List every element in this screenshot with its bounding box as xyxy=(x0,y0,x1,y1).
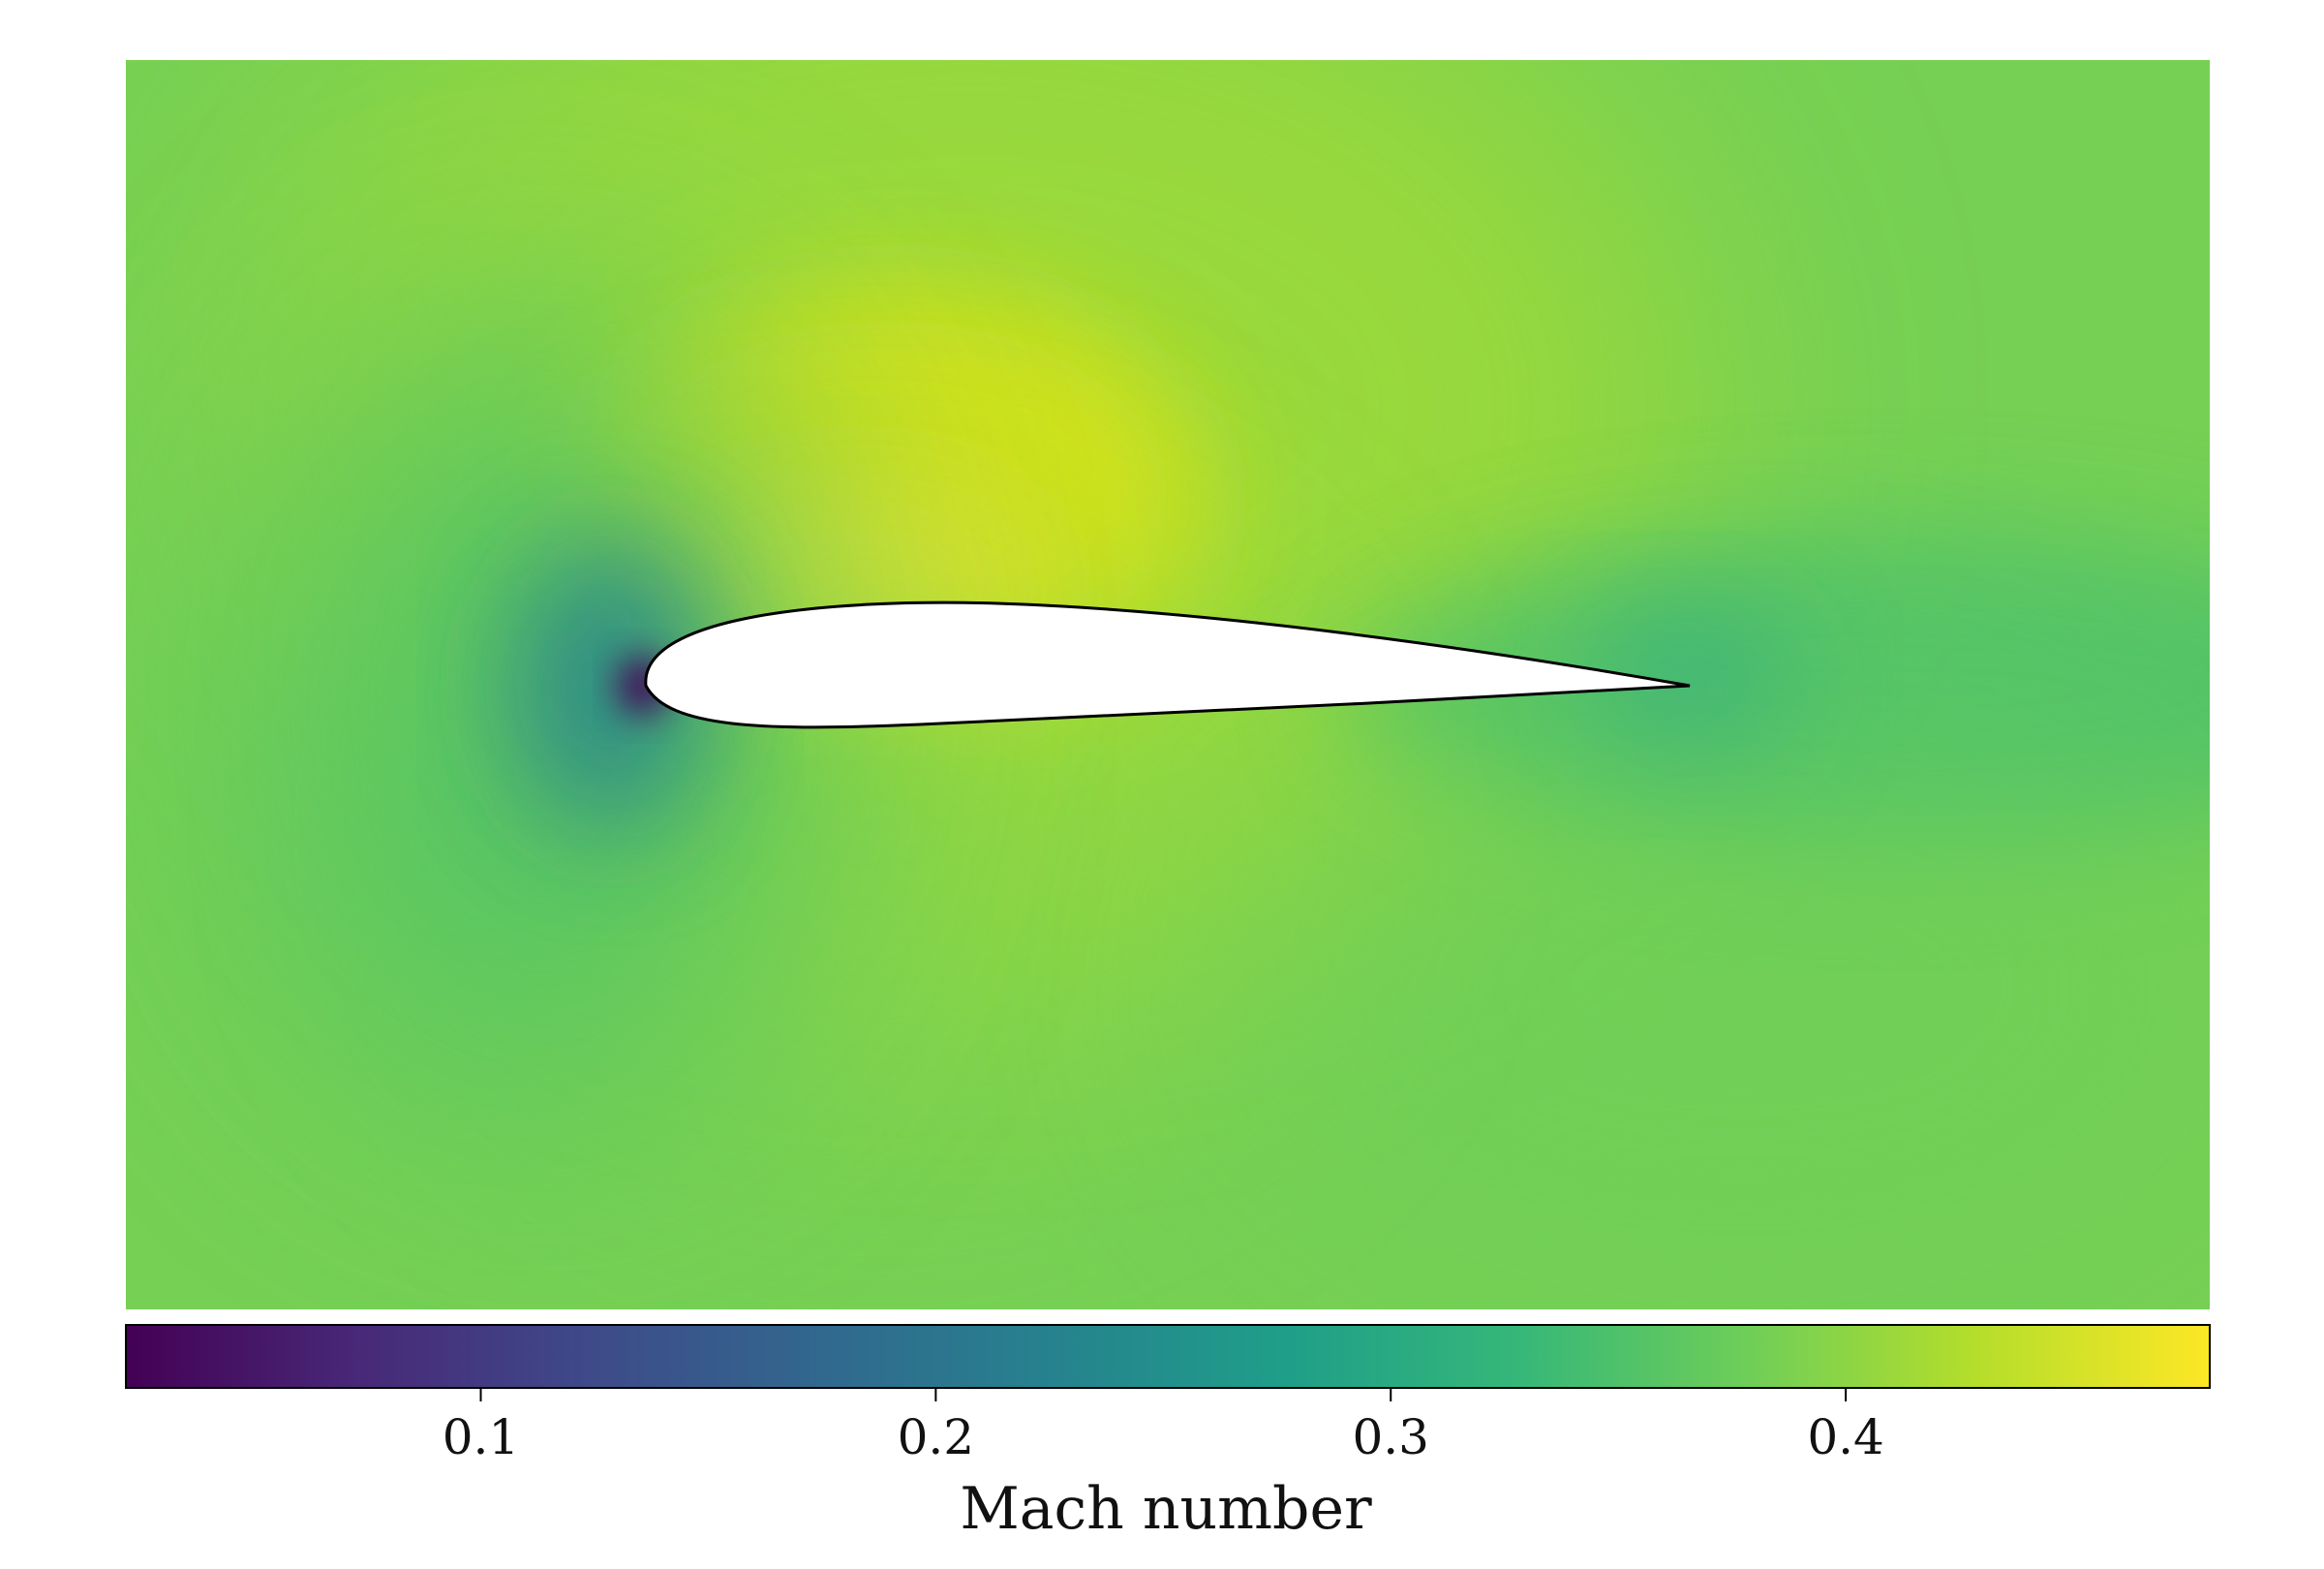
colorbar-tick-label: 0.1 xyxy=(443,1409,520,1465)
airfoil-shape xyxy=(644,600,1691,729)
colorbar-ticks: 0.1 0.2 0.3 0.4 xyxy=(443,1388,1884,1465)
colorbar-gradient xyxy=(125,1324,2211,1389)
colorbar-tick-label: 0.3 xyxy=(1352,1409,1429,1465)
colorbar-label: Mach number xyxy=(960,1475,1372,1543)
colorbar: 0.1 0.2 0.3 0.4 Mach number xyxy=(125,1324,2211,1543)
lower-wake-band xyxy=(1239,697,2210,1278)
mach-field xyxy=(126,60,2210,1309)
stagnation-mid xyxy=(513,540,707,831)
colorbar-tick-label: 0.2 xyxy=(898,1409,975,1465)
colorbar-tick-label: 0.4 xyxy=(1807,1409,1884,1465)
